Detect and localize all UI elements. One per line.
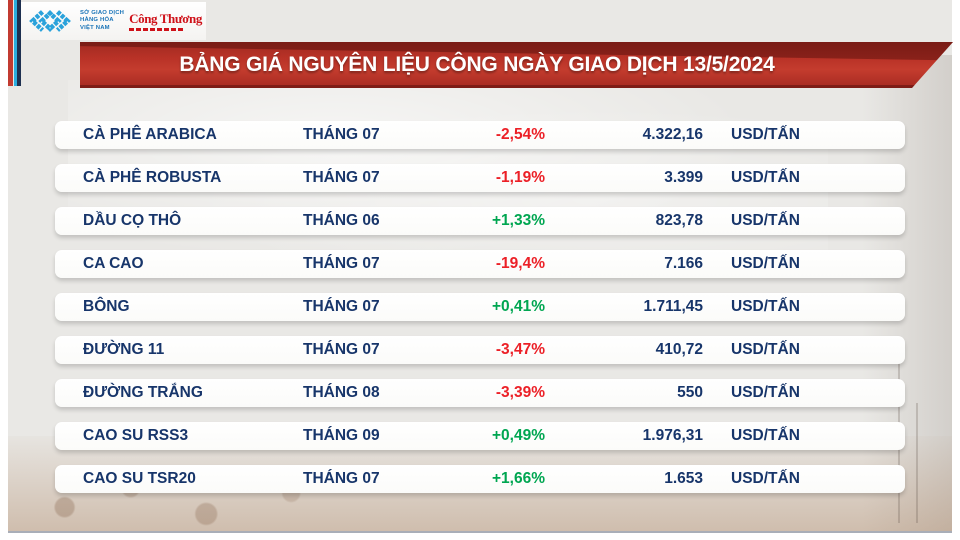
price-value: 1.976,31 bbox=[642, 427, 703, 444]
change-percent: -19,4% bbox=[495, 255, 545, 272]
contract-month: THÁNG 07 bbox=[303, 470, 380, 487]
contract-month: THÁNG 07 bbox=[303, 255, 380, 272]
contract-month: THÁNG 07 bbox=[303, 298, 380, 315]
contract-month: THÁNG 08 bbox=[303, 384, 380, 401]
table-row: CÀ PHÊ ROBUSTA THÁNG 07 -1,19% 3.399 USD/TẤN bbox=[55, 164, 905, 192]
congthuong-wordmark: Công Thương bbox=[129, 11, 202, 27]
price-unit: USD/TẤN bbox=[731, 298, 800, 315]
left-stripe-red bbox=[8, 0, 13, 86]
contract-month: THÁNG 07 bbox=[303, 169, 380, 186]
contract-month: THÁNG 07 bbox=[303, 341, 380, 358]
price-unit: USD/TẤN bbox=[731, 384, 800, 401]
price-unit: USD/TẤN bbox=[731, 212, 800, 229]
price-value: 1.711,45 bbox=[643, 298, 703, 315]
change-percent: +0,41% bbox=[491, 298, 545, 315]
table-row: CÀ PHÊ ARABICA THÁNG 07 -2,54% 4.322,16 USD/… bbox=[55, 121, 905, 149]
mxv-org-name: SỞ GIAO DỊCH HÀNG HÓA VIỆT NAM bbox=[80, 10, 124, 32]
table-row: ĐƯỜNG 11 THÁNG 07 -3,47% 410,72 USD/TẤN bbox=[55, 336, 905, 364]
commodity-name: CAO SU RSS3 bbox=[83, 427, 189, 444]
change-percent: -2,54% bbox=[495, 126, 545, 143]
price-unit: USD/TẤN bbox=[731, 126, 800, 143]
logo-bar: SỞ GIAO DỊCH HÀNG HÓA VIỆT NAM Công Thươ… bbox=[21, 2, 206, 40]
commodity-name: CAO SU TSR20 bbox=[83, 470, 196, 487]
price-table: CÀ PHÊ ARABICA THÁNG 07 -2,54% 4.322,16 USD/… bbox=[55, 121, 905, 508]
congthuong-tagline-decoration bbox=[129, 28, 186, 31]
table-row: DẦU CỌ THÔ THÁNG 06 +1,33% 823,78 USD/TẤN bbox=[55, 207, 905, 235]
price-value: 550 bbox=[677, 384, 703, 401]
change-percent: +1,33% bbox=[491, 212, 545, 229]
table-row: CAO SU TSR20 THÁNG 07 +1,66% 1.653 USD/TẤN bbox=[55, 465, 905, 493]
background-pole-decoration bbox=[916, 403, 918, 523]
price-unit: USD/TẤN bbox=[731, 255, 800, 272]
page-title: BẢNG GIÁ NGUYÊN LIỆU CÔNG NGÀY GIAO DỊCH… bbox=[179, 53, 775, 76]
change-percent: -1,19% bbox=[495, 169, 545, 186]
change-percent: +0,49% bbox=[491, 427, 545, 444]
contract-month: THÁNG 09 bbox=[303, 427, 380, 444]
table-row: ĐƯỜNG TRẮNG THÁNG 08 -3,39% 550 USD/TẤN bbox=[55, 379, 905, 407]
mxv-org-line: VIỆT NAM bbox=[80, 24, 110, 31]
left-stripe-navy bbox=[17, 0, 21, 86]
price-value: 4.322,16 bbox=[642, 126, 703, 143]
commodity-name: ĐƯỜNG TRẮNG bbox=[83, 384, 203, 401]
commodity-name: ĐƯỜNG 11 bbox=[83, 341, 165, 358]
mxv-org-line: SỞ GIAO DỊCH bbox=[80, 9, 125, 16]
title-banner: BẢNG GIÁ NGUYÊN LIỆU CÔNG NGÀY GIAO DỊCH… bbox=[80, 42, 953, 88]
change-percent: -3,39% bbox=[495, 384, 545, 401]
mxv-org-line: HÀNG HÓA bbox=[80, 17, 114, 24]
table-row: BÔNG THÁNG 07 +0,41% 1.711,45 USD/TẤN bbox=[55, 293, 905, 321]
price-unit: USD/TẤN bbox=[731, 341, 800, 358]
price-unit: USD/TẤN bbox=[731, 470, 800, 487]
congthuong-logo: Công Thương bbox=[129, 11, 202, 31]
commodity-name: DẦU CỌ THÔ bbox=[83, 212, 182, 229]
commodity-name: BÔNG bbox=[83, 298, 130, 315]
price-unit: USD/TẤN bbox=[731, 427, 800, 444]
price-value: 1.653 bbox=[664, 470, 703, 487]
change-percent: +1,66% bbox=[491, 470, 545, 487]
table-row: CAO SU RSS3 THÁNG 09 +0,49% 1.976,31 USD/TẤN bbox=[55, 422, 905, 450]
change-percent: -3,47% bbox=[495, 341, 545, 358]
contract-month: THÁNG 06 bbox=[303, 212, 380, 229]
contract-month: THÁNG 07 bbox=[303, 126, 380, 143]
price-value: 7.166 bbox=[664, 255, 703, 272]
mxv-chevrons-icon bbox=[29, 10, 71, 32]
commodity-name: CA CAO bbox=[83, 255, 144, 272]
left-stripe-cyan bbox=[14, 0, 17, 86]
commodity-name: CÀ PHÊ ARABICA bbox=[83, 126, 217, 143]
table-row: CA CAO THÁNG 07 -19,4% 7.166 USD/TẤN bbox=[55, 250, 905, 278]
price-unit: USD/TẤN bbox=[731, 169, 800, 186]
price-value: 410,72 bbox=[655, 341, 703, 358]
price-value: 3.399 bbox=[664, 169, 703, 186]
price-value: 823,78 bbox=[655, 212, 703, 229]
commodity-name: CÀ PHÊ ROBUSTA bbox=[83, 169, 222, 186]
